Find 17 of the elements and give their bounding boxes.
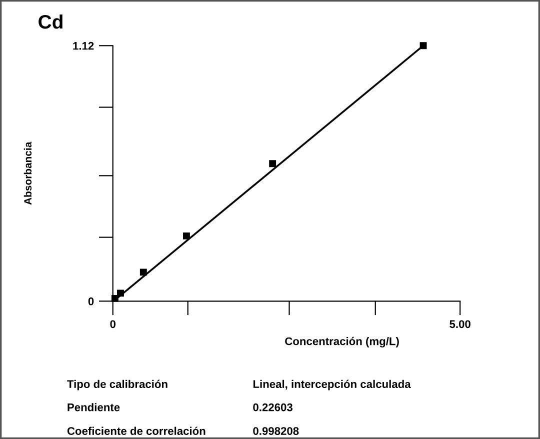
point bbox=[111, 294, 118, 302]
y-axis-title: Absorbancia bbox=[24, 142, 32, 205]
point bbox=[420, 42, 427, 50]
y-tick-label: 1.12 bbox=[73, 42, 94, 50]
text: 0.22603 bbox=[253, 403, 292, 412]
text: 0.998208 bbox=[253, 427, 299, 435]
point bbox=[269, 160, 276, 168]
text: Tipo de calibración bbox=[67, 380, 168, 390]
point bbox=[183, 232, 190, 240]
point bbox=[140, 268, 147, 276]
text: Pendiente bbox=[68, 403, 120, 412]
x-axis-title: Concentración (mg/L) bbox=[285, 336, 399, 348]
x-tick-label: 5.00 bbox=[450, 320, 470, 328]
point bbox=[117, 290, 124, 297]
chart-title: Cd bbox=[38, 14, 62, 29]
text: Lineal, intercepción calculada bbox=[253, 380, 411, 390]
text: Coeficiente de correlación bbox=[67, 426, 206, 435]
